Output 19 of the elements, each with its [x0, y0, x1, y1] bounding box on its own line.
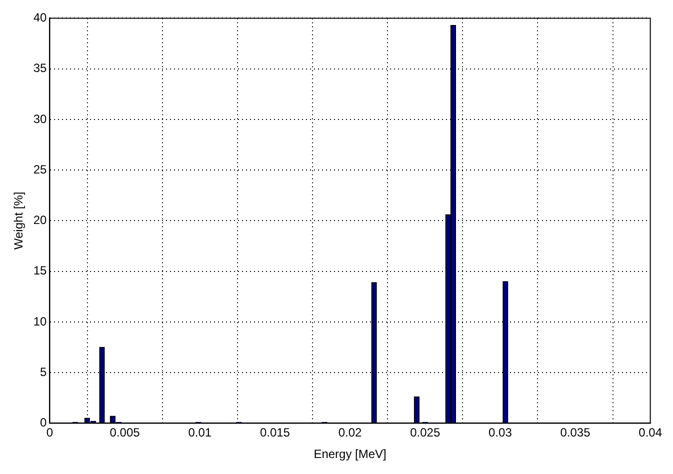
x-tick-label: 0.025 — [410, 426, 440, 440]
y-tick-label: 0 — [40, 416, 48, 430]
x-tick-label: 0.035 — [560, 426, 591, 440]
x-tick-label: 0.04 — [638, 426, 662, 440]
y-tick-label: 10 — [33, 314, 48, 328]
y-axis-title: Weight [%] — [12, 192, 26, 250]
y-tick-label: 35 — [33, 61, 48, 76]
x-tick-label: 0.015 — [260, 426, 290, 440]
y-tick-label: 30 — [33, 112, 48, 126]
y-tick-label: 15 — [33, 264, 48, 278]
y-tick-label: 40 — [33, 10, 48, 25]
x-axis-title: Energy [MeV] — [314, 447, 386, 462]
y-tick-label: 25 — [33, 162, 48, 176]
x-tick-label: 0.01 — [188, 426, 212, 440]
x-tick-label: 0.03 — [488, 426, 512, 440]
x-tick-label: 0.005 — [110, 426, 140, 440]
y-tick-label: 5 — [40, 364, 48, 379]
y-tick-label: 20 — [33, 213, 48, 228]
x-tick-label: 0.02 — [338, 426, 362, 440]
